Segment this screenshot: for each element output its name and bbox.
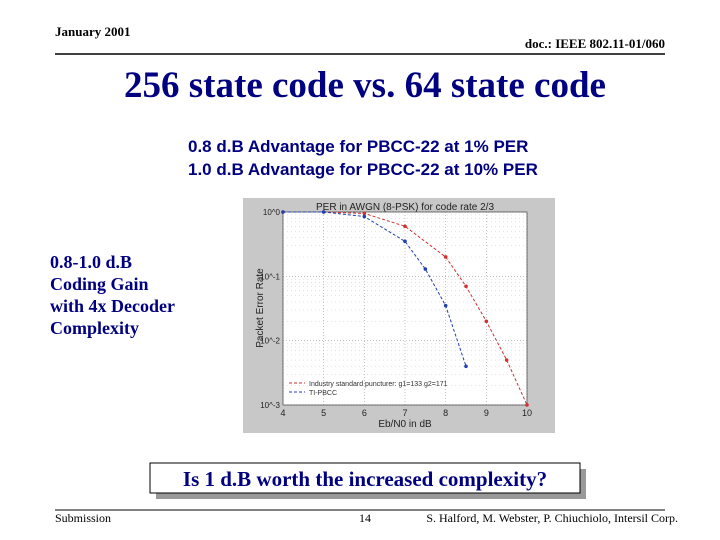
side-note: Complexity (50, 318, 139, 338)
page-number: 14 (359, 511, 371, 525)
y-tick-label: 10^0 (263, 208, 281, 217)
x-axis-label: Eb/N0 in dB (378, 419, 432, 430)
header-doc: doc.: IEEE 802.11-01/060 (525, 36, 665, 51)
x-tick-label: 9 (484, 408, 489, 418)
data-point (443, 255, 448, 259)
series-line (283, 211, 528, 406)
bullet: 1.0 d.B Advantage for PBCC-22 at 10% PER (188, 160, 538, 179)
x-tick-label: 4 (280, 408, 285, 418)
slide-title: 256 state code vs. 64 state code (124, 65, 606, 106)
data-point (362, 211, 367, 216)
data-point (464, 364, 468, 369)
question: Is 1 d.B worth the increased complexity? (183, 467, 547, 491)
y-tick-label: 10^-1 (260, 272, 280, 281)
data-point (525, 403, 529, 407)
y-tick-label: 10^-2 (260, 337, 280, 346)
chart-title: PER in AWGN (8-PSK) for code rate 2/3 (316, 202, 494, 213)
data-point (423, 267, 428, 271)
side-note: Coding Gain (50, 274, 149, 294)
legend-label: TI-PBCC (309, 390, 337, 397)
data-point (362, 214, 367, 219)
chart: PER in AWGN (8-PSK) for code rate 2/3 Eb… (243, 198, 555, 433)
data-point (464, 284, 468, 289)
data-point (281, 210, 285, 214)
side-note: with 4x Decoder (50, 296, 175, 316)
x-tick-label: 10 (522, 408, 532, 418)
data-point (403, 224, 407, 229)
footer-authors: S. Halford, M. Webster, P. Chiuchiolo, I… (426, 511, 678, 525)
y-tick-label: 10^-3 (260, 401, 280, 410)
data-point (484, 319, 489, 324)
footer-left: Submission (55, 511, 111, 525)
bullet: 0.8 d.B Advantage for PBCC-22 at 1% PER (188, 137, 528, 156)
x-tick-label: 6 (362, 408, 367, 418)
data-point (403, 239, 407, 244)
y-axis-label: Packet Error Rate (255, 268, 266, 348)
question-box (149, 462, 581, 494)
x-tick-label: 8 (443, 408, 448, 418)
data-point (321, 210, 326, 214)
header-date: January 2001 (55, 24, 130, 39)
x-tick-label: 7 (402, 408, 407, 418)
data-point (443, 303, 448, 308)
side-note: 0.8-1.0 d.B (50, 252, 132, 272)
legend-label: Industry standard puncturer: g1=133 g2=1… (309, 381, 448, 388)
data-point (504, 358, 509, 362)
x-tick-label: 5 (321, 408, 326, 418)
